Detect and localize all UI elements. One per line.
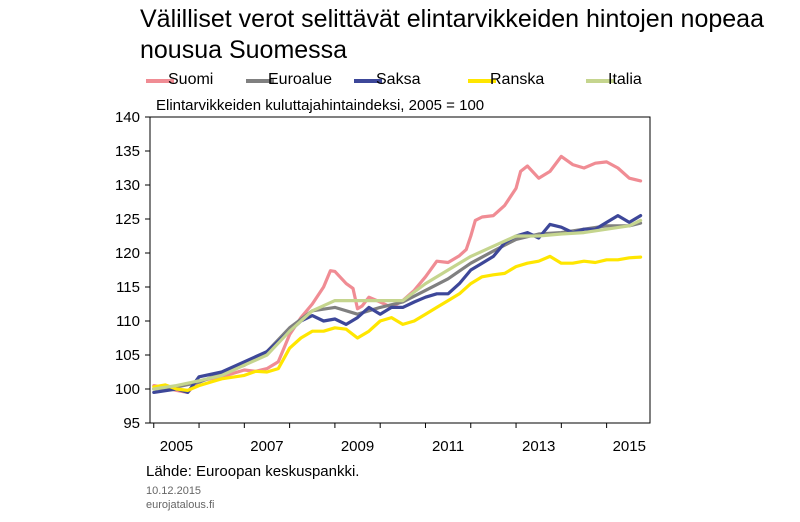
x-tick-label: 2011	[432, 438, 464, 455]
legend-label: Italia	[608, 71, 642, 88]
series-line-ranska	[152, 254, 643, 392]
legend-label: Saksa	[376, 71, 421, 88]
legend-swatch	[146, 79, 174, 83]
site-name: eurojatalous.fi	[146, 499, 215, 511]
legend-label: Euroalue	[268, 71, 333, 88]
y-tick-label: 100	[115, 381, 140, 398]
legend-swatch	[354, 79, 382, 83]
y-tick-label: 135	[115, 143, 140, 160]
y-tick-label: 110	[116, 313, 140, 330]
line-chart: 95 100 105 110 115 120 125 130 135 140 2005 2007 200…	[115, 109, 651, 455]
y-tick-label: 140	[115, 109, 140, 126]
x-tick-label: 2015	[613, 438, 646, 455]
x-tick-label: 2007	[250, 438, 283, 455]
x-tick-label: 2005	[160, 438, 193, 455]
series-layer	[152, 154, 643, 394]
chart-subtitle: Elintarvikkeiden kuluttajahintaindeksi, …	[156, 97, 485, 114]
series-line-suomi	[152, 154, 643, 394]
y-tick-label: 120	[115, 245, 140, 262]
publish-date: 10.12.2015	[146, 485, 202, 497]
legend-swatch	[468, 79, 496, 83]
plot-frame	[149, 116, 651, 424]
y-tick-label: 125	[115, 211, 140, 228]
legend-label: Suomi	[168, 71, 214, 88]
y-tick-label: 105	[115, 347, 140, 364]
legend-label: Ranska	[490, 71, 545, 88]
y-tick-label: 130	[115, 177, 140, 194]
y-tick-label: 115	[116, 279, 140, 296]
source-note: Lähde: Euroopan keskuspankki.	[146, 463, 360, 480]
series-line-italia	[152, 218, 643, 391]
chart-title: Välilliset verot selittävät elintarvikke…	[140, 5, 764, 64]
chart-axes: 95 100 105 110 115 120 125 130 135 140 2005 2007 200…	[115, 109, 651, 455]
legend-swatch	[586, 79, 614, 83]
y-tick-label: 95	[123, 415, 140, 432]
legend-swatch	[246, 79, 274, 83]
x-tick-label: 2013	[522, 438, 555, 455]
x-tick-label: 2009	[341, 438, 374, 455]
